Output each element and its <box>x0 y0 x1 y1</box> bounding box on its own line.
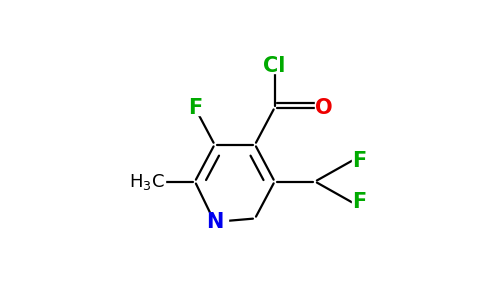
Text: F: F <box>188 98 202 118</box>
Bar <box>352 154 370 168</box>
Text: F: F <box>352 192 366 212</box>
Bar <box>352 195 370 209</box>
Text: H$_3$C: H$_3$C <box>129 172 165 191</box>
Bar <box>201 215 228 229</box>
Text: O: O <box>315 98 333 118</box>
Text: Cl: Cl <box>263 56 286 76</box>
Bar <box>119 175 165 188</box>
Bar <box>261 59 288 73</box>
Text: F: F <box>352 151 366 171</box>
Bar <box>315 101 338 115</box>
Bar <box>186 101 204 115</box>
Text: N: N <box>206 212 223 232</box>
